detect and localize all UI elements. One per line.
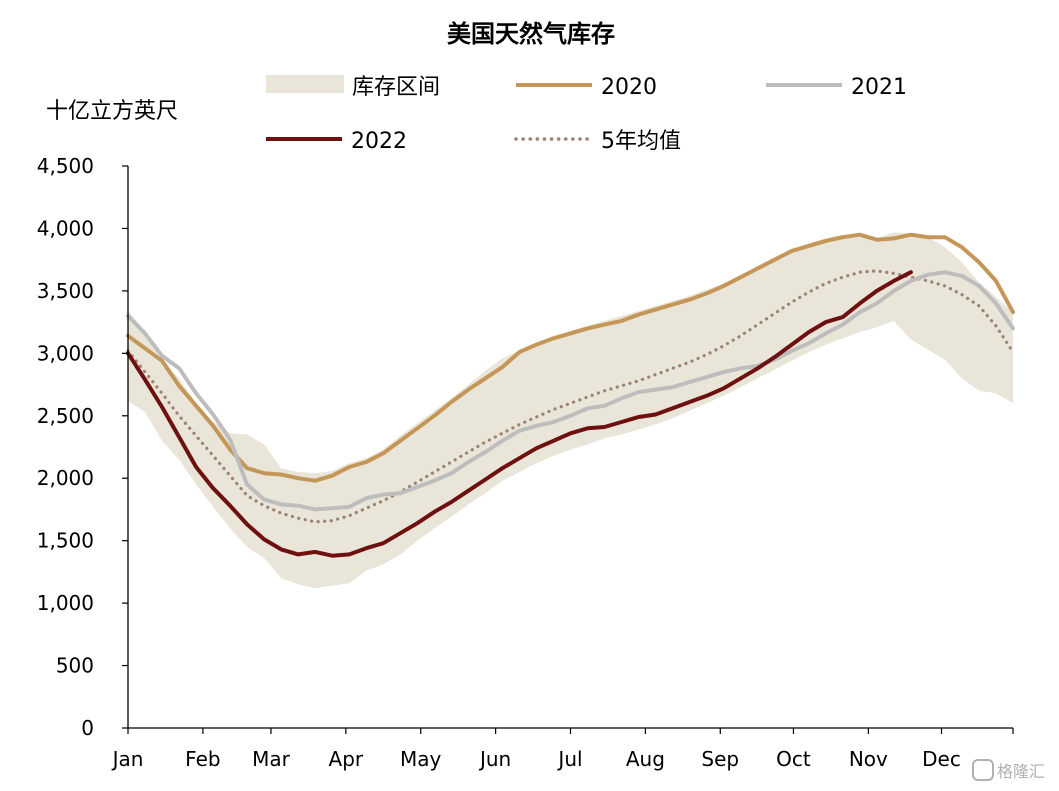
y-tick-label: 4,500 xyxy=(37,154,94,178)
x-tick-label: Apr xyxy=(329,747,364,771)
y-tick-label: 500 xyxy=(56,654,94,678)
x-tick-label: Nov xyxy=(849,747,888,771)
legend-label-range: 库存区间 xyxy=(352,75,440,100)
series-line-2020 xyxy=(126,232,1015,483)
y-tick-label: 3,000 xyxy=(37,341,94,365)
y-axis-title: 十亿立方英尺 xyxy=(46,99,178,124)
chart-title: 美国天然气库存 xyxy=(447,20,615,48)
plot-area xyxy=(126,232,1015,589)
legend-label-5yr-avg: 5年均值 xyxy=(601,129,681,154)
y-tick-label: 2,500 xyxy=(37,404,94,428)
x-tick-label: Feb xyxy=(185,747,220,771)
y-tick-label: 3,500 xyxy=(37,279,94,303)
glh-logo-icon xyxy=(972,759,994,781)
legend-label-2021: 2021 xyxy=(851,75,907,100)
y-tick-label: 2,000 xyxy=(37,466,94,490)
x-tick-label: Aug xyxy=(626,747,665,771)
series-line-2021 xyxy=(126,270,1015,512)
watermark: 格隆汇 xyxy=(972,759,1045,781)
x-tick-label: Jun xyxy=(478,747,511,771)
y-tick-label: 1,500 xyxy=(37,529,94,553)
legend: 库存区间 2020 2021 2022 5年均值 xyxy=(266,75,907,154)
x-tick-label: Oct xyxy=(776,747,811,771)
y-tick-label: 4,000 xyxy=(37,216,94,240)
x-axis-ticks: Jan Feb Mar Apr May Jun Jul Aug Sep Oct Nov Dec xyxy=(111,728,1014,771)
y-tick-label: 1,000 xyxy=(37,591,94,615)
legend-label-2022: 2022 xyxy=(351,129,407,154)
x-tick-label: Mar xyxy=(252,747,291,771)
x-tick-label: Jan xyxy=(111,747,144,771)
legend-swatch-range xyxy=(266,75,344,93)
series-line-5yr-avg xyxy=(126,269,1015,524)
legend-label-2020: 2020 xyxy=(601,75,657,100)
y-tick-label: 0 xyxy=(81,716,94,740)
x-tick-label: Jul xyxy=(556,747,582,771)
x-tick-label: Sep xyxy=(701,747,739,771)
range-band xyxy=(128,232,1013,589)
series-line-2022 xyxy=(126,270,913,558)
watermark-text: 格隆汇 xyxy=(997,762,1045,781)
x-tick-label: Dec xyxy=(922,747,961,771)
y-axis-ticks: 0 500 1,000 1,500 2,000 2,500 3,000 3,500 4,000 4… xyxy=(37,154,128,740)
x-tick-label: May xyxy=(400,747,442,771)
